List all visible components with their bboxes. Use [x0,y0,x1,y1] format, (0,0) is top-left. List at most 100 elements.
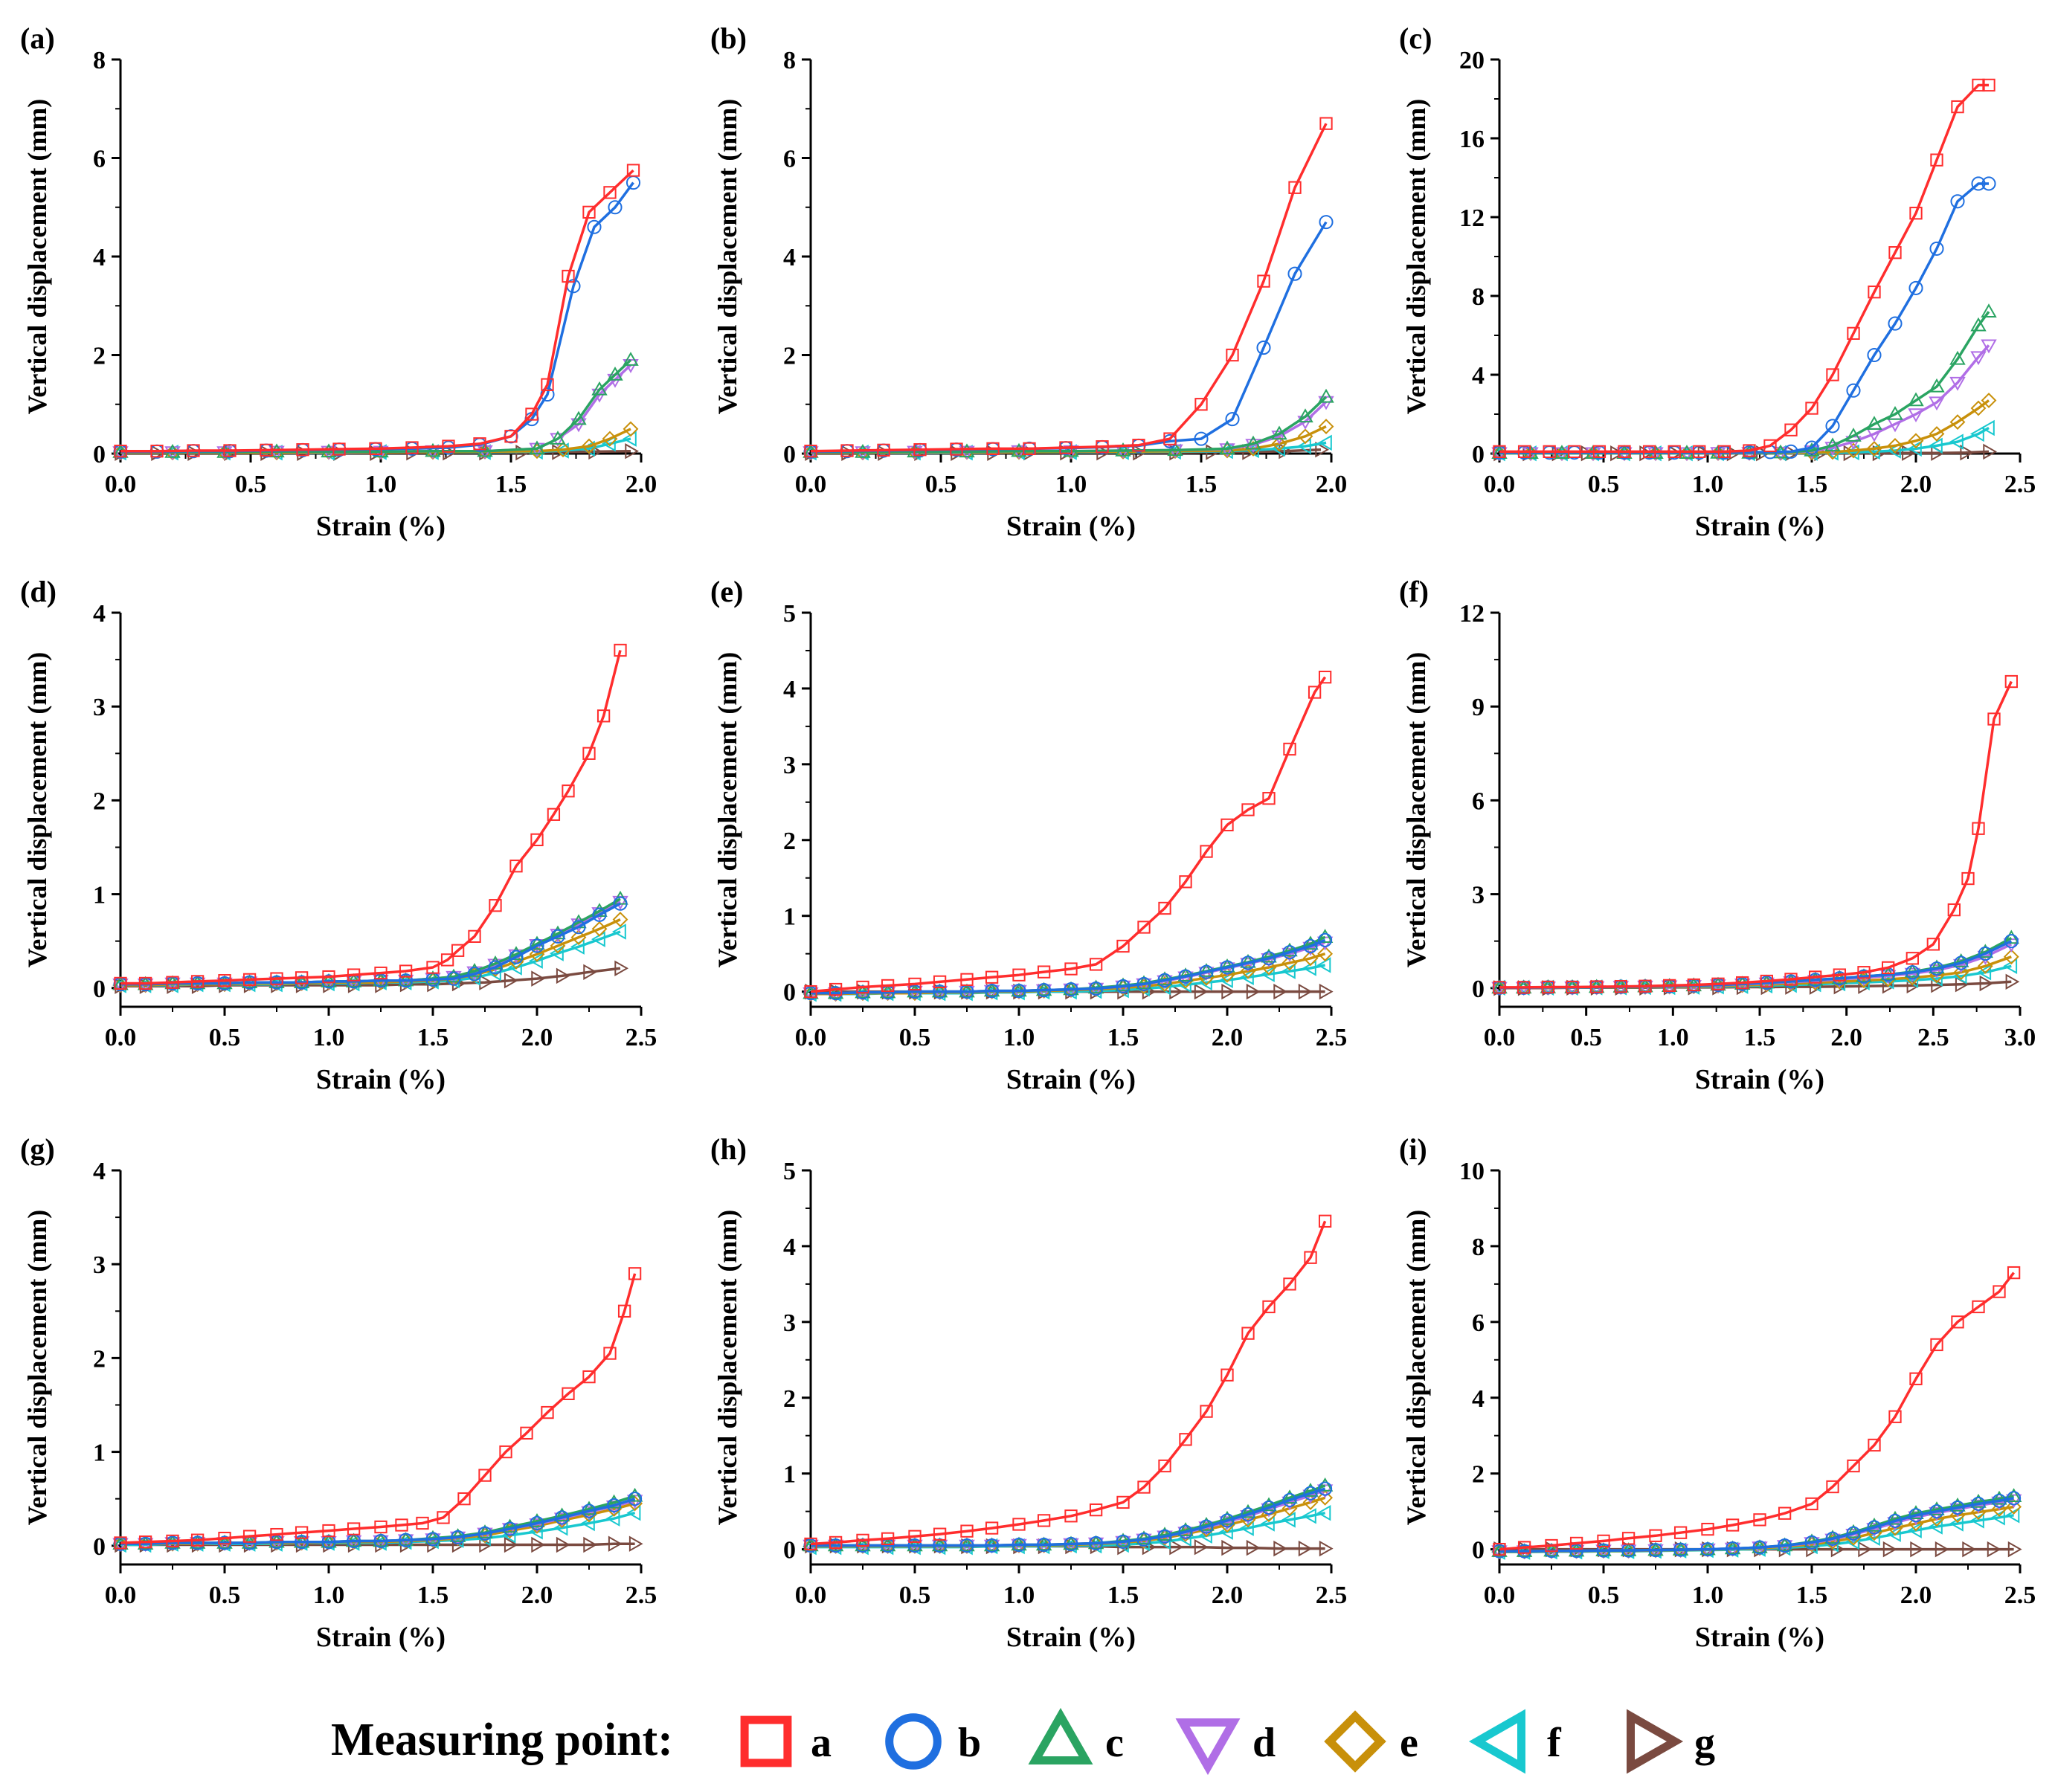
data-point-a [1753,1513,1766,1527]
data-point-a [1179,1433,1192,1446]
data-point-a [504,430,518,443]
data-point-c [1949,350,1966,365]
data-point-c [425,1530,441,1544]
y-tick-label: 9 [1472,694,1485,721]
y-tick-label: 1 [93,1440,106,1467]
x-tick-label: 1.5 [1107,1024,1139,1051]
data-point-a [322,970,335,984]
data-point-b [530,1515,544,1531]
data-point-f [1907,1522,1922,1538]
data-point-a [295,1526,309,1539]
data-point-b [1261,1501,1276,1515]
data-point-a [1592,445,1607,459]
data-point-a [1909,207,1923,220]
data-point-a [1784,423,1798,436]
data-point-a [1687,978,1700,992]
data-point-b [1954,955,1969,970]
data-point-c [1866,416,1882,430]
data-point-a [166,976,179,989]
data-point-a [1888,246,1902,260]
data-point-a [1241,1327,1255,1340]
data-point-g [1273,983,1288,1000]
data-point-b [1784,444,1798,459]
data-point-b [399,1532,414,1547]
data-point-f [1260,966,1275,982]
data-point-g [1906,977,1921,994]
x-axis-title: Strain (%) [1695,1064,1824,1095]
x-tick-label: 2.0 [1316,471,1348,498]
chart-panel-f: (f) 0.0 0.5 1.0 1.5 2.0 2.5 3.0 0 3 6 9 12 Strain (%)… [1399,575,2036,1095]
data-point-g [504,1536,518,1553]
panel-label: (b) [710,22,747,55]
data-point-c [1261,948,1277,963]
data-point-a [1987,712,2001,726]
data-point-f [1928,1518,1943,1535]
data-point-f [549,945,564,961]
data-point-a [1638,979,1652,993]
data-point-c [550,431,566,445]
x-tick-label: 2.5 [2004,471,2036,498]
data-point-c [1970,1493,1987,1508]
x-tick-label: 2.0 [1212,1024,1244,1051]
data-point-f [1886,442,1901,459]
x-axis-title: Strain (%) [316,1622,446,1653]
data-point-a [114,976,127,990]
data-point-a [1993,1285,2006,1298]
y-tick-label: 8 [1472,1234,1485,1261]
data-point-e [2003,949,2019,965]
series-line-a [810,1220,1327,1546]
y-tick-label: 2 [93,1345,106,1373]
x-tick-label: 2.5 [1917,1024,1949,1051]
data-point-a [1543,445,1556,459]
x-axis-title: Strain (%) [1695,511,1824,542]
data-point-c [570,410,587,425]
data-point-b [1287,266,1302,281]
data-point-c [466,962,483,977]
data-point-a [603,1347,617,1360]
legend-marker-e [1324,1710,1386,1773]
y-tick-label: 5 [783,600,796,628]
data-point-a [1868,286,1881,299]
data-point-a [1541,980,1554,994]
data-point-a [986,442,1000,456]
data-point-e [1240,963,1256,979]
data-point-a [530,833,544,847]
data-point-a [1200,845,1213,858]
x-tick-label: 0.0 [795,1582,827,1609]
data-point-a [1961,871,1975,886]
data-point-d [1783,976,1799,990]
data-point-e [602,431,618,447]
legend-marker-b [885,1713,942,1770]
series-a [1493,674,2018,994]
data-point-a [190,975,205,988]
series-line-a [120,169,634,453]
series-line-c [1499,311,1990,454]
y-tick-label: 2 [783,828,796,855]
data-point-c [1281,942,1298,957]
data-point-g [504,972,518,989]
data-point-g [1246,1539,1261,1556]
data-point-a [1857,966,1871,979]
y-tick-label: 12 [1459,600,1485,628]
data-point-g [608,1535,623,1552]
legend-label-c: c [1105,1720,1124,1766]
data-point-a [1726,1518,1740,1532]
data-point-e [1302,950,1319,967]
data-point-a [1642,445,1656,459]
data-point-b [1037,983,1052,998]
data-point-a [829,1535,843,1550]
x-tick-label: 0.0 [1484,471,1516,498]
data-point-d [1952,958,1969,973]
data-point-b [509,950,524,964]
data-point-a [1930,1338,1943,1352]
data-point-a [270,972,283,985]
data-point-a [582,205,596,219]
y-tick-label: 1 [783,903,796,931]
data-point-g [1221,983,1236,1000]
data-point-a [1137,921,1151,934]
data-point-a [1283,1277,1296,1291]
data-point-c [623,352,639,366]
series-a [1493,1266,2021,1556]
data-point-g [583,964,598,981]
data-point-a [1064,962,1078,976]
